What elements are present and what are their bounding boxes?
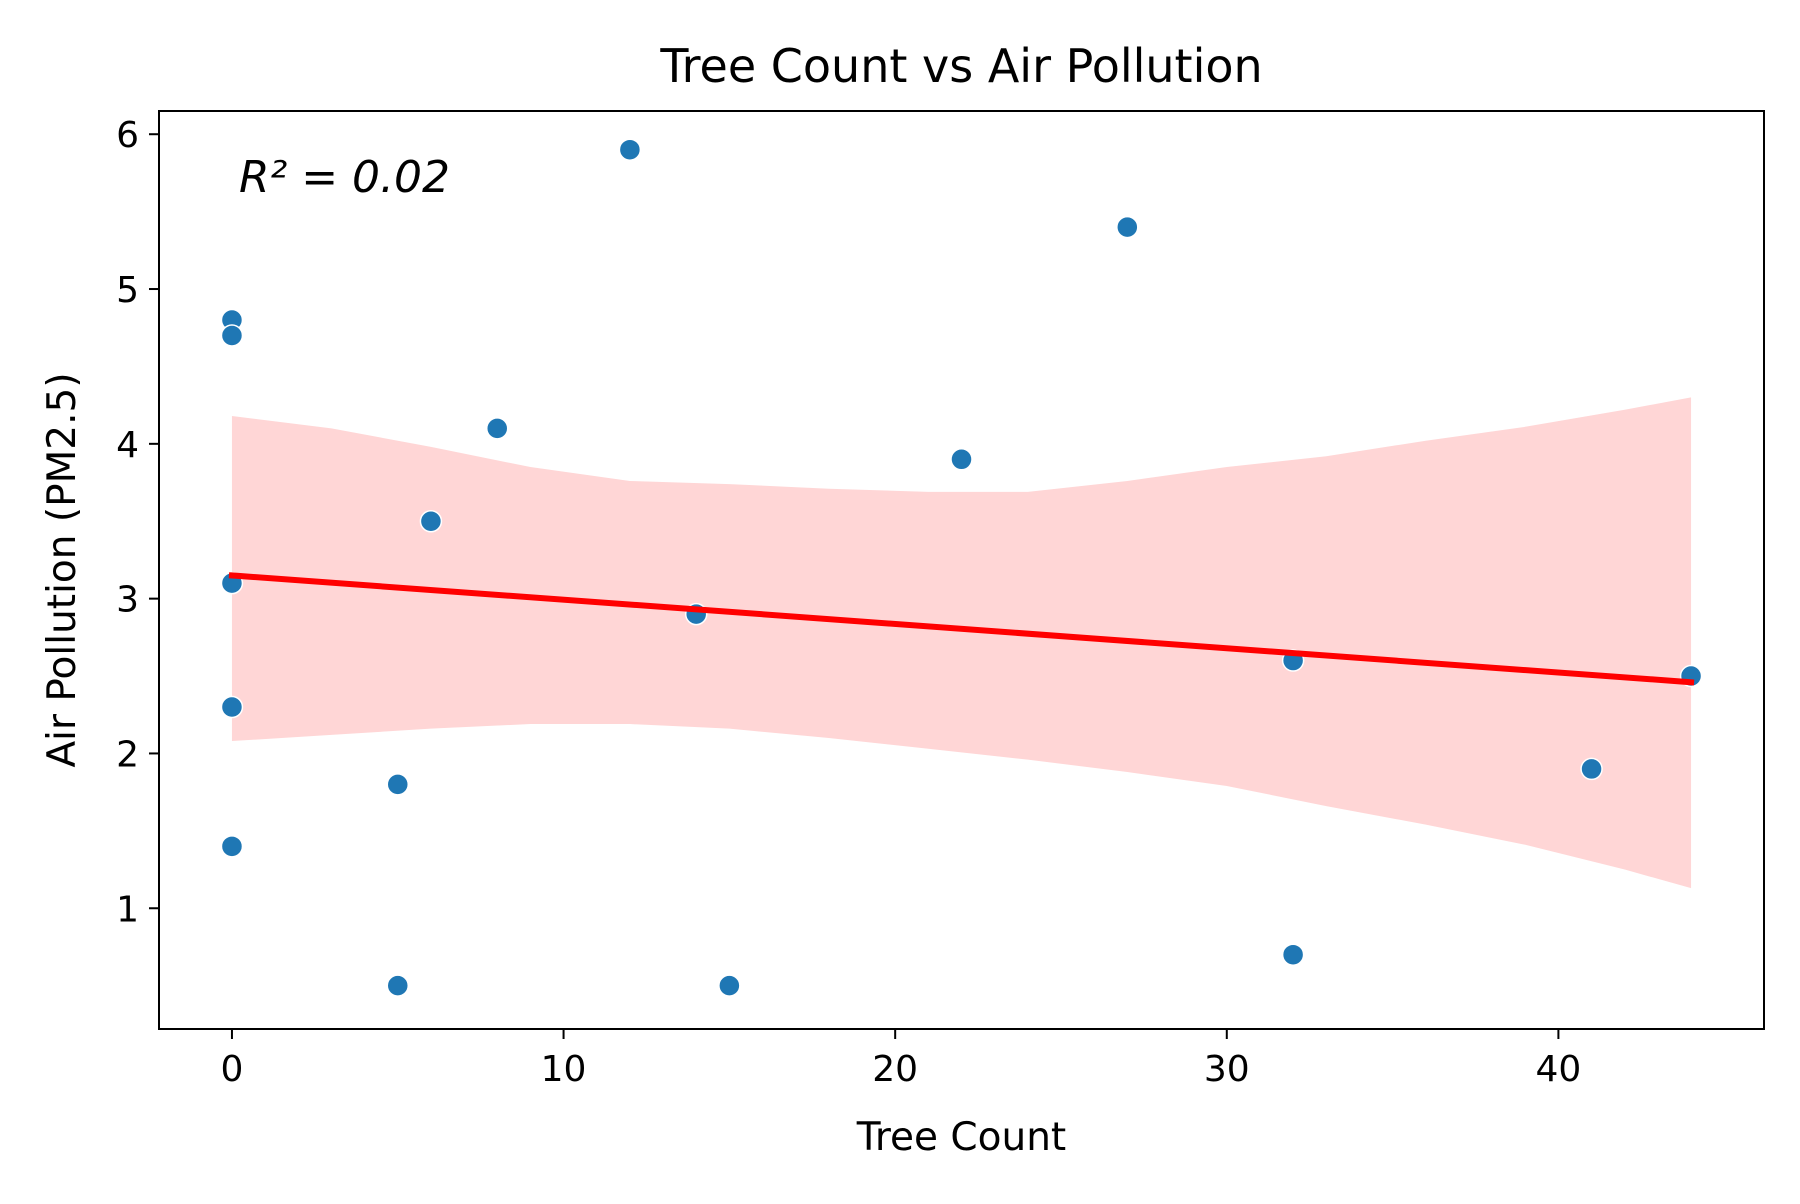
y-tick-label: 2 [116, 734, 139, 775]
y-tick-label: 1 [116, 889, 139, 930]
scatter-point [1580, 757, 1603, 781]
scatter-point [1116, 215, 1139, 239]
scatter-point [718, 974, 741, 997]
y-tick-label: 5 [116, 270, 139, 311]
axis-ticks: 0 10 20 30 40 1 2 3 4 5 6 [116, 115, 1581, 1090]
scatter-point [950, 448, 973, 471]
scatter-point [220, 835, 244, 858]
y-tick-label: 6 [116, 115, 139, 156]
x-tick-label: 40 [1535, 1049, 1581, 1090]
x-axis-label: Tree Count [856, 1115, 1066, 1160]
x-tick-label: 20 [872, 1049, 918, 1090]
scatter-point [220, 695, 244, 719]
x-tick-label: 0 [221, 1049, 244, 1090]
scatter-point [220, 324, 244, 347]
scatter-point [386, 773, 410, 796]
regression-line [228, 572, 1695, 686]
scatter-point [485, 417, 509, 440]
r-squared-annotation: R² = 0.02 [239, 152, 450, 203]
chart-title: Tree Count vs Air Pollution [659, 39, 1262, 93]
scatter-point [618, 138, 642, 161]
scatter-point [1281, 943, 1305, 966]
plot-area [220, 138, 1703, 997]
x-tick-label: 10 [541, 1049, 587, 1090]
y-tick-label: 4 [116, 425, 139, 466]
confidence-band [231, 397, 1692, 889]
scatter-point [419, 509, 443, 533]
x-tick-label: 30 [1204, 1049, 1250, 1090]
y-tick-label: 3 [116, 580, 139, 621]
plot-frame [158, 110, 1765, 1030]
scatter-point [386, 974, 410, 997]
y-axis-label: Air Pollution (PM2.5) [40, 372, 85, 767]
